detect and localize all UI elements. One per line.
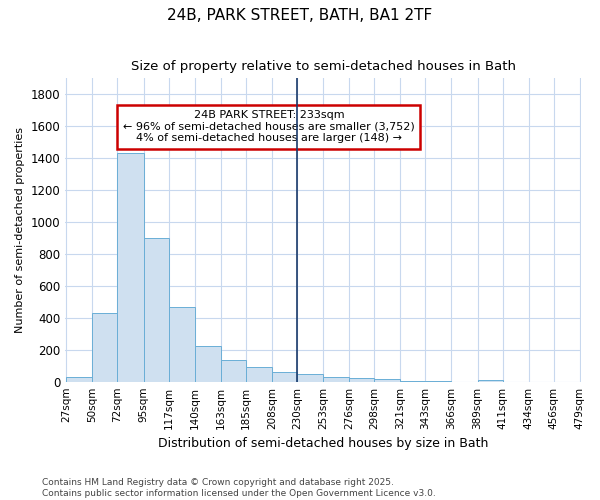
Text: 24B, PARK STREET, BATH, BA1 2TF: 24B, PARK STREET, BATH, BA1 2TF — [167, 8, 433, 22]
Bar — [297, 374, 323, 382]
Bar — [118, 154, 143, 382]
Text: 24B PARK STREET: 233sqm
← 96% of semi-detached houses are smaller (3,752)
4% of : 24B PARK STREET: 233sqm ← 96% of semi-de… — [123, 110, 415, 144]
Bar — [478, 380, 503, 382]
Bar — [374, 380, 400, 382]
Bar — [400, 381, 425, 382]
Bar — [169, 306, 194, 382]
Bar — [246, 366, 272, 382]
Text: Contains HM Land Registry data © Crown copyright and database right 2025.
Contai: Contains HM Land Registry data © Crown c… — [42, 478, 436, 498]
Title: Size of property relative to semi-detached houses in Bath: Size of property relative to semi-detach… — [131, 60, 515, 73]
Y-axis label: Number of semi-detached properties: Number of semi-detached properties — [15, 127, 25, 333]
Bar — [92, 313, 118, 382]
Bar — [221, 360, 246, 382]
Bar — [349, 378, 374, 382]
X-axis label: Distribution of semi-detached houses by size in Bath: Distribution of semi-detached houses by … — [158, 437, 488, 450]
Bar — [143, 238, 169, 382]
Bar — [272, 372, 297, 382]
Bar — [323, 377, 349, 382]
Bar — [67, 377, 92, 382]
Bar — [194, 346, 221, 382]
